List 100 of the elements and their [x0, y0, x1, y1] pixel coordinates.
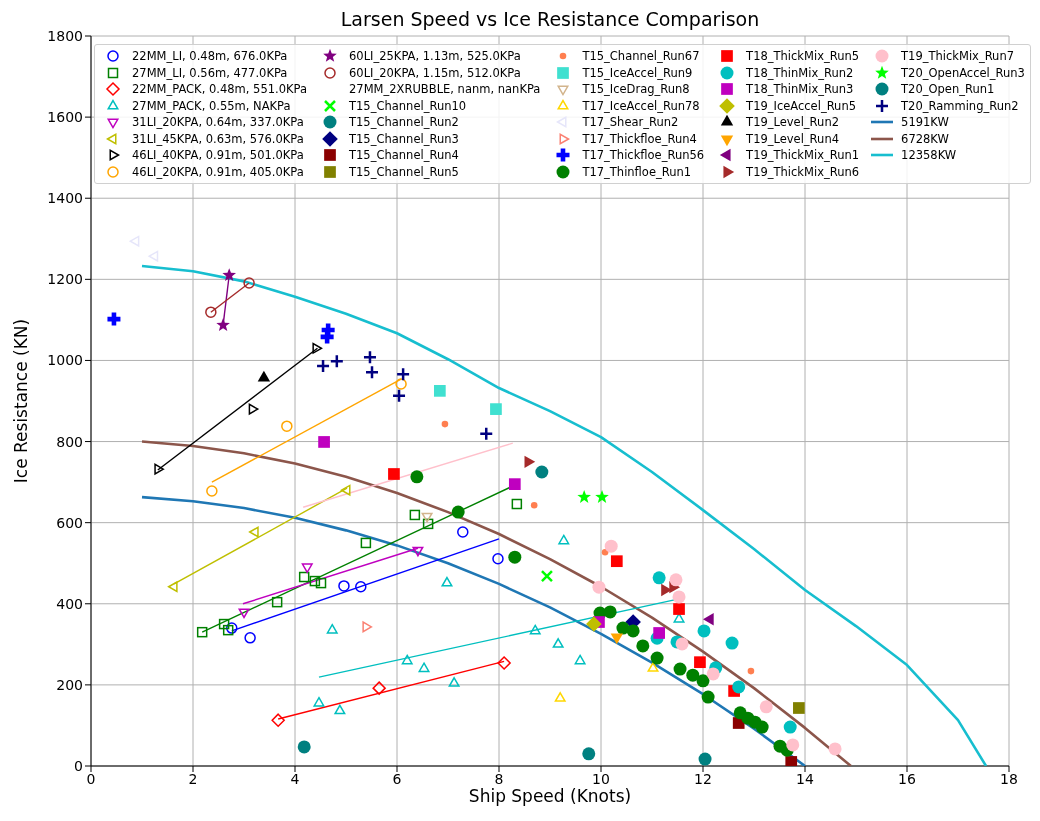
point — [490, 403, 502, 415]
point — [457, 526, 469, 538]
point — [479, 426, 494, 442]
point — [577, 489, 591, 503]
point — [271, 596, 283, 608]
point — [786, 738, 800, 752]
point — [673, 603, 685, 615]
point — [558, 534, 570, 545]
point — [793, 702, 805, 714]
point — [441, 420, 449, 428]
legend-label: 60LI_25KPA, 1.13m, 525.0KPa — [349, 49, 521, 64]
point — [497, 656, 511, 670]
point — [601, 548, 609, 556]
point — [661, 583, 672, 597]
legend-label: 6728KW — [901, 131, 949, 146]
x-tick-label: 8 — [494, 770, 504, 787]
y-axis-title: Ice Resistance (KN) — [11, 318, 32, 484]
legend-label: T15_Channel_Run3 — [349, 131, 459, 146]
y-tick-label: 0 — [74, 757, 83, 774]
point — [595, 489, 609, 503]
point — [592, 580, 606, 594]
legend-label: T15_Channel_Run10 — [349, 98, 467, 113]
point — [320, 330, 334, 344]
point — [603, 605, 617, 619]
point — [129, 235, 140, 247]
point — [360, 537, 372, 549]
legend-label: T17_IceAccel_Run78 — [582, 98, 700, 113]
legend-label: T20_Open_Run1 — [901, 82, 995, 97]
y-tick-label: 1400 — [47, 190, 83, 207]
point — [653, 627, 665, 639]
x-tick-label: 18 — [1000, 770, 1018, 787]
legend-label: 27MM_LI, 0.56m, 477.0KPa — [132, 65, 288, 80]
legend-label: 22MM_PACK, 0.48m, 551.0KPa — [132, 82, 308, 97]
point — [167, 581, 178, 593]
x-axis-title: Ship Speed (Knots) — [467, 786, 633, 806]
point — [362, 621, 373, 633]
point — [218, 618, 230, 630]
legend-label: 46LI_20KPA, 0.91m, 405.0KPa — [132, 164, 304, 179]
point — [271, 713, 285, 727]
x-tick-label: 4 — [290, 770, 300, 787]
point — [694, 656, 706, 669]
line-series — [140, 264, 988, 766]
text: 27MM_2XRUBBLE, nanm, nanKPa — [349, 82, 541, 97]
point — [243, 277, 255, 289]
legend-label: T15_Channel_Run5 — [349, 164, 459, 179]
legend-label: T19_Level_Run2 — [746, 115, 839, 130]
point — [828, 742, 842, 756]
point — [391, 388, 407, 403]
point — [448, 677, 460, 687]
point — [257, 370, 271, 382]
legend-label: 31LI_45KPA, 0.63m, 576.0KPa — [132, 131, 304, 146]
point — [196, 626, 208, 638]
point — [604, 539, 618, 553]
point — [626, 624, 640, 638]
point — [248, 403, 259, 415]
point — [297, 740, 311, 754]
legend-label: T15_Channel_Run4 — [349, 148, 459, 163]
point — [675, 637, 689, 651]
point — [409, 509, 421, 521]
point — [696, 674, 710, 688]
chart-title: Larsen Speed vs Ice Resistance Comparison — [339, 8, 761, 30]
x-tick-label: 12 — [694, 770, 712, 787]
point — [421, 512, 433, 523]
legend-label: T20_OpenAccel_Run3 — [901, 65, 1025, 80]
point — [301, 563, 313, 574]
point — [315, 358, 331, 374]
legend-label: T19_ThickMix_Run7 — [901, 49, 1015, 64]
x-tick-label: 14 — [796, 770, 814, 787]
y-tick-label: 600 — [56, 514, 83, 531]
legend-label: T17_Thickfloe_Run56 — [582, 148, 705, 163]
point — [244, 632, 256, 644]
point — [540, 569, 554, 583]
point — [334, 704, 346, 715]
point — [422, 518, 434, 530]
point — [312, 342, 323, 354]
point — [418, 662, 430, 673]
point — [107, 312, 121, 326]
point — [725, 636, 739, 650]
point — [574, 654, 586, 665]
point — [298, 571, 310, 583]
legend-label: T19_ThickMix_Run6 — [746, 164, 860, 179]
point — [441, 576, 453, 587]
point — [313, 696, 325, 707]
point — [672, 590, 686, 604]
legend-label: T15_IceAccel_Run9 — [582, 65, 693, 80]
point — [222, 624, 234, 636]
point — [222, 268, 237, 282]
point — [154, 463, 165, 475]
legend-label: T18_ThickMix_Run5 — [746, 49, 860, 64]
point — [492, 553, 504, 565]
legend-label: T17_Thickfloe_Run4 — [582, 131, 697, 146]
point — [698, 752, 712, 766]
point — [652, 571, 666, 585]
point — [395, 366, 411, 382]
line-series — [140, 495, 807, 766]
legend-label: 22MM_LI, 0.48m, 676.0KPa — [132, 49, 288, 64]
point — [508, 478, 521, 490]
point — [755, 720, 769, 734]
point — [508, 550, 522, 564]
point — [785, 756, 798, 766]
